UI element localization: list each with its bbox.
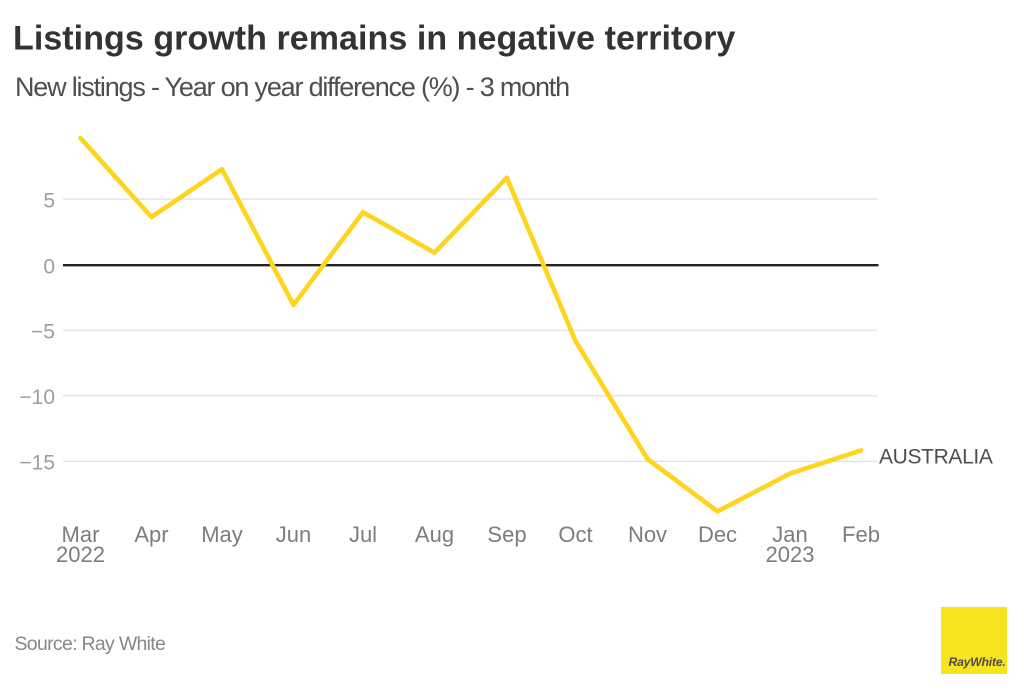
svg-text:Jun: Jun: [276, 522, 311, 547]
svg-text:RayWhite.: RayWhite.: [949, 655, 1006, 669]
svg-text:Source: Ray White: Source: Ray White: [15, 633, 166, 655]
svg-text:−5: −5: [31, 321, 55, 344]
svg-text:AUSTRALIA: AUSTRALIA: [879, 446, 993, 469]
svg-text:Feb: Feb: [842, 522, 880, 547]
svg-text:0: 0: [43, 255, 55, 278]
svg-text:Sep: Sep: [487, 522, 526, 547]
svg-text:New listings - Year on year di: New listings - Year on year difference (…: [15, 72, 569, 102]
svg-text:−10: −10: [19, 386, 55, 409]
svg-text:Nov: Nov: [628, 522, 667, 547]
svg-text:Jan: Jan: [772, 522, 807, 547]
svg-text:Listings growth remains in neg: Listings growth remains in negative terr…: [13, 20, 736, 58]
svg-text:May: May: [201, 522, 243, 547]
svg-text:Dec: Dec: [698, 522, 737, 547]
svg-text:−15: −15: [19, 452, 55, 475]
svg-text:Mar: Mar: [62, 522, 100, 547]
svg-text:5: 5: [43, 189, 55, 212]
svg-text:Jul: Jul: [349, 522, 377, 547]
svg-text:2023: 2023: [766, 542, 815, 567]
svg-text:2022: 2022: [56, 542, 105, 567]
svg-text:Aug: Aug: [415, 522, 454, 547]
svg-text:Oct: Oct: [558, 522, 592, 547]
svg-text:Apr: Apr: [134, 522, 168, 547]
